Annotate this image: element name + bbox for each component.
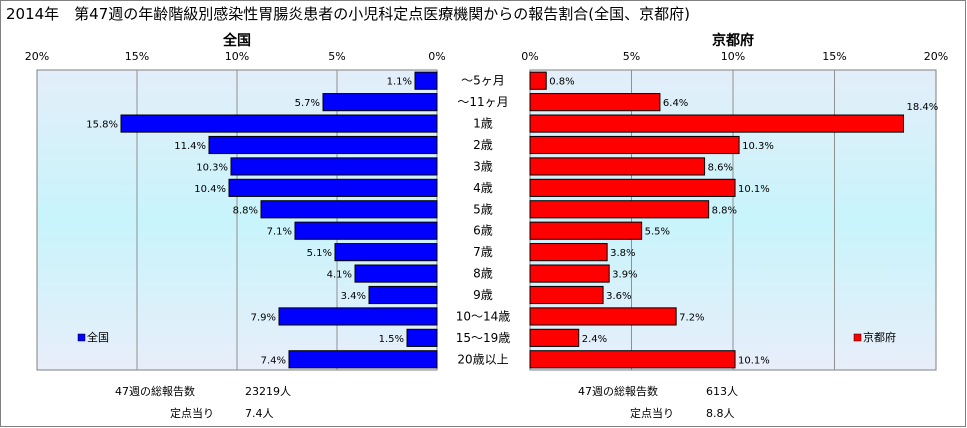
left-bar — [322, 93, 438, 112]
right-bar — [529, 221, 643, 240]
left-data-label: 15.8% — [86, 120, 118, 131]
right-data-label: 3.6% — [606, 291, 631, 302]
left-data-label: 3.4% — [341, 291, 366, 302]
left-bar — [288, 350, 438, 369]
left-x-tick-label: 10% — [225, 50, 249, 63]
right-bar — [529, 243, 608, 262]
right-data-label: 6.4% — [663, 98, 688, 109]
right-data-label: 10.1% — [738, 355, 770, 366]
category-label: 20歳以上 — [457, 352, 508, 366]
left-data-label: 4.1% — [327, 270, 352, 281]
right-total-value: 613人 — [706, 385, 738, 398]
right-bar — [529, 307, 677, 326]
category-label: 5歳 — [473, 202, 493, 216]
right-x-tick-label: 5% — [623, 50, 640, 63]
left-data-label: 1.1% — [387, 77, 412, 88]
category-label: 9歳 — [473, 288, 493, 302]
right-legend-label: 京都府 — [863, 330, 896, 344]
left-bar — [368, 285, 438, 305]
left-per-label: 定点当り — [170, 406, 214, 420]
category-label: ～5ヶ月 — [461, 74, 505, 88]
right-data-label: 3.9% — [612, 270, 637, 281]
right-bar — [529, 200, 710, 219]
right-data-label: 2.4% — [582, 334, 607, 345]
right-bar — [529, 114, 905, 133]
right-bar — [529, 350, 736, 369]
left-per-value: 7.4人 — [245, 407, 274, 420]
category-label: 10～14歳 — [456, 309, 511, 323]
left-bar — [414, 71, 438, 90]
left-panel-heading: 全国 — [222, 32, 251, 49]
left-data-label: 1.5% — [379, 334, 404, 345]
right-bar — [529, 93, 661, 112]
right-data-label: 18.4% — [907, 102, 939, 113]
right-data-label: 0.8% — [549, 77, 574, 88]
left-bar — [208, 135, 438, 155]
right-data-label: 5.5% — [645, 227, 670, 238]
right-bar — [529, 135, 740, 155]
left-data-label: 7.4% — [261, 355, 286, 366]
right-panel-heading: 京都府 — [712, 32, 754, 49]
left-bar — [278, 307, 438, 326]
left-total-value: 23219人 — [245, 385, 291, 398]
right-bar — [529, 328, 580, 347]
right-bar — [529, 178, 736, 197]
category-label: 7歳 — [473, 245, 493, 259]
left-data-label: 10.3% — [196, 162, 228, 173]
left-bar — [120, 114, 438, 133]
left-bar — [354, 264, 438, 283]
right-bar — [529, 264, 610, 283]
left-bar — [294, 221, 438, 240]
right-x-tick-label: 15% — [822, 50, 846, 63]
right-data-label: 7.2% — [679, 312, 704, 323]
left-data-label: 8.8% — [233, 205, 258, 216]
left-legend-swatch — [77, 333, 86, 342]
left-legend-label: 全国 — [87, 330, 109, 344]
left-bar — [260, 200, 438, 219]
left-total-label: 47週の総報告数 — [115, 384, 195, 398]
right-bar — [529, 71, 547, 90]
category-label: 1歳 — [473, 117, 493, 131]
right-bar — [529, 285, 604, 305]
left-bar — [230, 157, 438, 176]
right-per-label: 定点当り — [630, 406, 674, 420]
right-legend-swatch — [853, 333, 862, 342]
right-data-label: 10.1% — [738, 184, 770, 195]
category-label: 2歳 — [473, 138, 493, 152]
category-label: 15～19歳 — [456, 331, 511, 345]
left-data-label: 5.7% — [295, 98, 320, 109]
left-bar — [406, 328, 438, 347]
left-x-tick-label: 20% — [25, 50, 49, 63]
left-data-label: 11.4% — [174, 141, 206, 152]
category-label: 6歳 — [473, 224, 493, 238]
right-legend: 京都府 — [853, 330, 896, 344]
left-x-tick-label: 5% — [328, 50, 345, 63]
right-bar — [529, 157, 706, 176]
right-data-label: 8.8% — [712, 205, 737, 216]
left-x-tick-label: 0% — [428, 50, 445, 63]
left-bar — [334, 243, 438, 262]
right-data-label: 3.8% — [610, 248, 635, 259]
left-bar — [228, 178, 438, 197]
right-data-label: 8.6% — [708, 162, 733, 173]
left-data-label: 7.1% — [267, 227, 292, 238]
right-x-tick-label: 0% — [521, 50, 538, 63]
left-data-label: 5.1% — [307, 248, 332, 259]
left-data-label: 10.4% — [194, 184, 226, 195]
chart-title: 2014年 第47週の年齢階級別感染性胃腸炎患者の小児科定点医療機関からの報告割… — [6, 5, 690, 23]
category-label: 3歳 — [473, 159, 493, 173]
right-data-label: 10.3% — [742, 141, 774, 152]
category-label: 8歳 — [473, 267, 493, 281]
right-total-label: 47週の総報告数 — [578, 384, 658, 398]
left-x-tick-label: 15% — [125, 50, 149, 63]
category-label: 4歳 — [473, 181, 493, 195]
left-data-label: 7.9% — [251, 312, 276, 323]
right-x-tick-label: 20% — [924, 50, 948, 63]
left-legend: 全国 — [77, 330, 109, 344]
right-per-value: 8.8人 — [706, 407, 735, 420]
right-x-tick-label: 10% — [721, 50, 745, 63]
category-label: ～11ヶ月 — [457, 95, 508, 109]
